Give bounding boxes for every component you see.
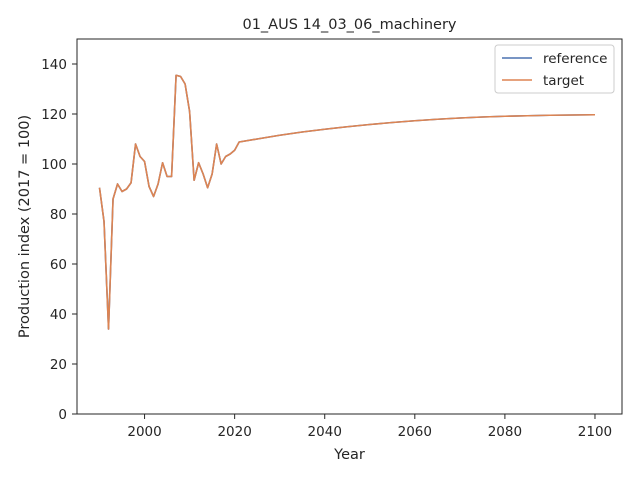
y-tick-label: 80 <box>50 207 67 223</box>
x-axis-label: Year <box>333 447 365 463</box>
x-tick-label: 2020 <box>217 424 251 440</box>
series-lines <box>98 74 595 330</box>
legend-label-target: target <box>543 73 584 89</box>
plot-frame <box>76 38 623 415</box>
y-tick-label: 40 <box>50 307 67 323</box>
y-tick-label: 100 <box>41 157 67 173</box>
x-tick-label: 2100 <box>578 424 612 440</box>
x-tick-label: 2040 <box>308 424 342 440</box>
series-line-target <box>98 74 595 330</box>
legend-box <box>494 44 615 94</box>
y-tick-label: 0 <box>58 407 67 423</box>
y-axis-ticks: 0 20 40 60 80 100 120 140 <box>41 57 77 423</box>
y-tick-label: 60 <box>50 257 67 273</box>
y-axis-label: Production index (2017 = 100) <box>17 115 33 338</box>
x-axis-ticks: 2000 2020 2040 2060 2080 2100 <box>127 414 612 440</box>
x-tick-label: 2080 <box>488 424 522 440</box>
legend: reference target <box>494 44 615 94</box>
legend-label-reference: reference <box>543 51 607 67</box>
chart-title: 01_AUS 14_03_06_machinery <box>242 17 456 33</box>
x-tick-label: 2060 <box>398 424 432 440</box>
y-tick-label: 140 <box>41 57 67 73</box>
y-tick-label: 120 <box>41 107 67 123</box>
y-tick-label: 20 <box>50 357 67 373</box>
x-tick-label: 2000 <box>127 424 161 440</box>
